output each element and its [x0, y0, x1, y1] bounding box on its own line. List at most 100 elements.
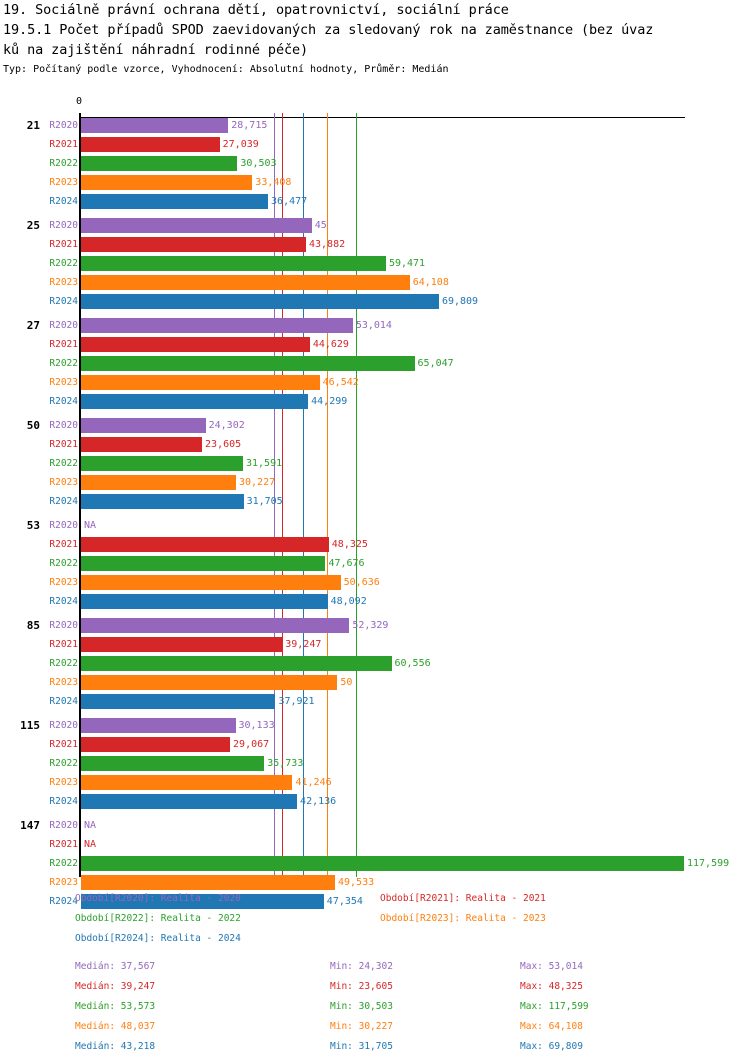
bar-row[interactable]: R2024 48,092 [0, 594, 750, 613]
bar[interactable] [81, 494, 244, 509]
bar[interactable] [81, 375, 320, 390]
bar-row[interactable]: R2023 49,533 [0, 875, 750, 894]
bar[interactable] [81, 694, 276, 709]
bar[interactable] [81, 675, 338, 690]
bar[interactable] [81, 156, 238, 171]
bar-row[interactable]: R2023 50 [0, 675, 750, 694]
bar-row[interactable]: R2021 44,629 [0, 337, 750, 356]
bar[interactable] [81, 475, 236, 490]
bar[interactable] [81, 875, 335, 890]
series-key-label: R2023 [49, 477, 78, 488]
bar[interactable] [81, 637, 283, 652]
bar[interactable] [81, 894, 324, 909]
bar-row[interactable]: R2022 31,591 [0, 456, 750, 475]
chart-subtitle: Typ: Počítaný podle vzorce, Vyhodnocení:… [3, 64, 449, 75]
stat-median: Medián: 39,247 [75, 981, 156, 992]
bar[interactable] [81, 294, 439, 309]
bar[interactable] [81, 856, 684, 871]
bar-row[interactable]: R2024 47,354 [0, 894, 750, 913]
series-key-label: R2023 [49, 877, 78, 888]
bar-value-label: 31,591 [245, 458, 283, 469]
bar-row[interactable]: R2020 45 [0, 218, 750, 237]
bar[interactable] [81, 175, 253, 190]
bar-value-label: 60,556 [394, 658, 431, 669]
bar[interactable] [81, 718, 236, 733]
bar-value-label: 48,325 [331, 539, 368, 550]
bar-row[interactable]: R2022 59,471 [0, 256, 750, 275]
bar-row[interactable]: R2020 NA [0, 818, 750, 837]
bar-row[interactable]: R2023 64,108 [0, 275, 750, 294]
bar-row[interactable]: R2023 33,408 [0, 175, 750, 194]
bar[interactable] [81, 656, 392, 671]
bar[interactable] [81, 775, 293, 790]
bar[interactable] [81, 756, 265, 771]
bar-value-label: 36,477 [271, 196, 308, 207]
bar-row[interactable]: R2024 36,477 [0, 194, 750, 213]
bar-row[interactable]: R2023 46,542 [0, 375, 750, 394]
bar[interactable] [81, 218, 312, 233]
bar-row[interactable]: R2021 27,039 [0, 137, 750, 156]
bar-row[interactable]: R2022 65,047 [0, 356, 750, 375]
bar[interactable] [81, 794, 298, 809]
bar-row[interactable]: R2024 44,299 [0, 394, 750, 413]
bar-row[interactable]: R2024 69,809 [0, 294, 750, 313]
bar[interactable] [81, 256, 386, 271]
series-key-label: R2023 [49, 377, 78, 388]
stat-min: Min: 31,705 [330, 1041, 393, 1052]
bar[interactable] [81, 556, 326, 571]
bar-row[interactable]: R2022 35,733 [0, 756, 750, 775]
bar[interactable] [81, 737, 231, 752]
bar[interactable] [81, 437, 203, 452]
bar-row[interactable]: R2023 50,636 [0, 575, 750, 594]
legend-item[interactable]: Období[R2021]: Realita - 2021 [380, 893, 546, 904]
bar[interactable] [81, 537, 329, 552]
bar[interactable] [81, 118, 229, 133]
bar-row[interactable]: R2024 37,921 [0, 694, 750, 713]
bar[interactable] [81, 618, 350, 633]
stat-median: Medián: 37,567 [75, 961, 156, 972]
bar-value-label: 64,108 [412, 277, 449, 288]
bar-value-label: 23,605 [205, 439, 242, 450]
bar-row[interactable]: R2022 30,503 [0, 156, 750, 175]
bar-row[interactable]: R2021 43,882 [0, 237, 750, 256]
bar-value-label: 30,503 [240, 158, 277, 169]
median-line-r2024 [302, 113, 304, 877]
bar-row[interactable]: R2021 48,325 [0, 537, 750, 556]
legend-item[interactable]: Období[R2020]: Realita - 2020 [75, 893, 241, 904]
bar-row[interactable]: R2021 39,247 [0, 637, 750, 656]
bar[interactable] [81, 356, 415, 371]
series-key-label: R2022 [49, 758, 78, 769]
bar[interactable] [81, 337, 310, 352]
bar[interactable] [81, 456, 243, 471]
bar[interactable] [81, 237, 306, 252]
bar-row[interactable]: R2020 52,329 [0, 618, 750, 637]
bar-row[interactable]: R2022 117,599 [0, 856, 750, 875]
bar-row[interactable]: R2023 30,227 [0, 475, 750, 494]
bar-row[interactable]: R2021 23,605 [0, 437, 750, 456]
bar-row[interactable]: R2021 29,067 [0, 737, 750, 756]
bar-row[interactable]: R2022 47,676 [0, 556, 750, 575]
bar-row[interactable]: R2022 60,556 [0, 656, 750, 675]
legend-item[interactable]: Období[R2024]: Realita - 2024 [75, 933, 241, 944]
legend-item[interactable]: Období[R2023]: Realita - 2023 [380, 913, 546, 924]
bar-row[interactable]: R2020 28,715 [0, 118, 750, 137]
bar[interactable] [81, 575, 341, 590]
bar[interactable] [81, 275, 410, 290]
bar[interactable] [81, 394, 309, 409]
bar[interactable] [81, 594, 328, 609]
bar-row[interactable]: R2020 30,133 [0, 718, 750, 737]
bar-row[interactable]: R2024 31,705 [0, 494, 750, 513]
bar[interactable] [81, 194, 269, 209]
bar-row[interactable]: R2020 53,014 [0, 318, 750, 337]
series-key-label: R2022 [49, 158, 78, 169]
bar[interactable] [81, 137, 220, 152]
legend-item[interactable]: Období[R2022]: Realita - 2022 [75, 913, 241, 924]
bar[interactable] [81, 318, 353, 333]
bar[interactable] [81, 418, 206, 433]
bar-value-label: 45 [314, 220, 327, 231]
bar-row[interactable]: R2024 42,136 [0, 794, 750, 813]
bar-row[interactable]: R2021 NA [0, 837, 750, 856]
bar-row[interactable]: R2020 24,302 [0, 418, 750, 437]
bar-row[interactable]: R2023 41,246 [0, 775, 750, 794]
bar-row[interactable]: R2020 NA [0, 518, 750, 537]
